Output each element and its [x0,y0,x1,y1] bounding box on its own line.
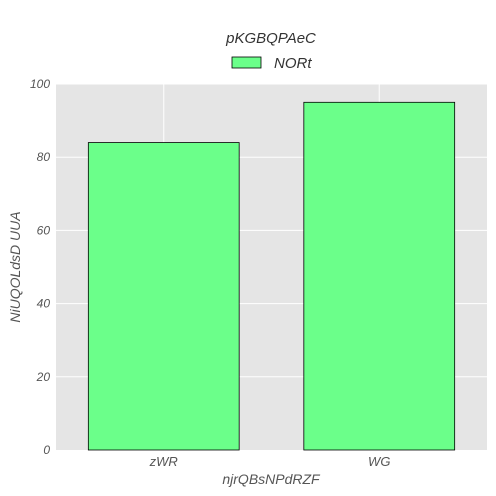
bar-zWR [87,142,240,451]
y-tick-label: 60 [37,223,51,237]
legend: NORt [231,55,312,72]
legend-swatch [231,56,262,69]
x-tick-labels: zWR WG [149,454,391,469]
bars [87,101,456,451]
y-tick-labels: 0 20 40 60 80 100 [30,77,50,457]
bar-WG [303,101,456,451]
x-tick-label: WG [368,454,390,469]
y-tick-label: 20 [36,370,51,384]
x-tick-label: zWR [149,454,178,469]
y-axis-label: NiUQOLdsD UUA [7,211,23,322]
y-tick-label: 40 [37,297,51,311]
x-axis-label: njrQBsNPdRZF [222,471,321,487]
y-tick-label: 100 [30,77,50,91]
legend-label: NORt [274,55,312,72]
chart-title: pKGBQPAeC [225,30,316,47]
y-tick-label: 80 [37,150,51,164]
y-tick-label: 0 [43,443,50,457]
